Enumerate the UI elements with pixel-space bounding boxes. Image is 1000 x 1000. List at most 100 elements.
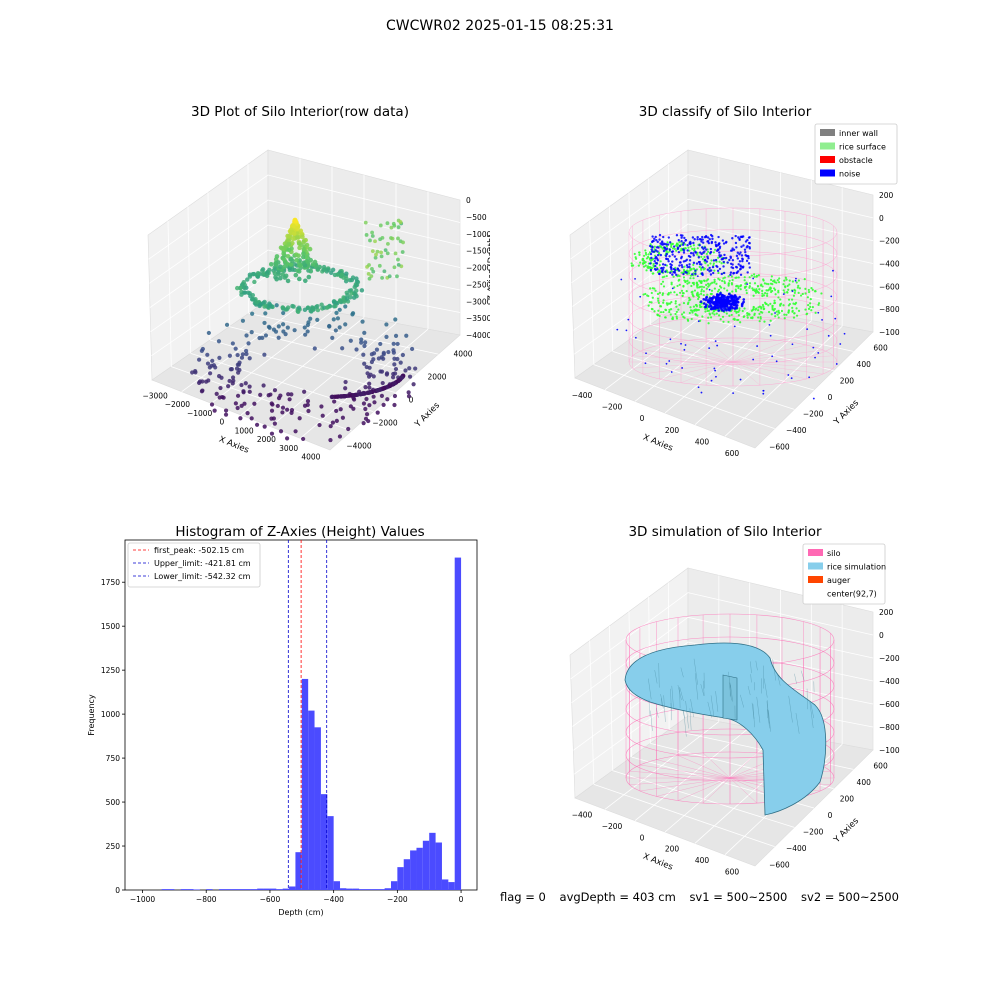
- plot1-point: [380, 275, 385, 280]
- plot2-noise-point: [708, 270, 711, 273]
- plot4-surface-mesh-line: [679, 687, 681, 708]
- plot1-point: [396, 225, 401, 230]
- plot2-rice-point: [737, 285, 740, 288]
- plot2-rice-point: [706, 293, 709, 296]
- plot2-noise-point: [654, 249, 658, 252]
- plot2-rice-point: [659, 260, 662, 263]
- plot2-rice-point: [702, 293, 705, 297]
- plot2-silo-spoke: [732, 361, 786, 383]
- plot2-rice-point: [690, 317, 693, 321]
- plot2-rice-point: [720, 262, 723, 265]
- plot3-bar: [429, 832, 436, 890]
- plot2-noise-point: [685, 264, 689, 267]
- plot1-3d-scatter: −3000−2000−100001000200030004000−4000−20…: [142, 149, 490, 462]
- plot2-noise-point: [814, 356, 816, 359]
- plot2-rice-point: [692, 283, 696, 286]
- plot2-rice-point: [739, 288, 742, 291]
- plot2-rice-point: [759, 310, 763, 314]
- plot2-noise-point: [707, 241, 711, 245]
- plot3-y-tick-label: 1500: [101, 622, 120, 631]
- plot2-noise-point: [714, 340, 717, 343]
- plot2-rice-point: [792, 302, 795, 305]
- plot2-noise-point: [732, 248, 736, 251]
- plot4-surface-mesh-line: [680, 667, 684, 678]
- plot1-point: [361, 420, 366, 426]
- plot2-rice-point: [674, 302, 677, 305]
- plot3-bar: [378, 889, 385, 890]
- plot2-noise-point: [680, 240, 683, 243]
- plot1-point: [331, 317, 336, 322]
- plot1-point: [286, 234, 292, 239]
- plot2-rice-point: [661, 292, 665, 295]
- plot1-point: [367, 365, 372, 370]
- plot2-noise-point: [716, 303, 719, 307]
- plot1-title: 3D Plot of Silo Interior(row data): [191, 104, 409, 120]
- plot2-rice-point: [748, 284, 751, 288]
- plot4-surface-mesh-line: [747, 686, 751, 696]
- plot1-point: [285, 407, 290, 412]
- plot2-silo-spoke: [705, 361, 734, 386]
- plot2-y-tick-label: 600: [873, 343, 888, 352]
- plot2-noise-point: [746, 271, 749, 274]
- plot2-rice-point: [657, 309, 660, 312]
- plot2-rice-point: [639, 261, 642, 264]
- plot2-noise-point: [639, 295, 642, 298]
- plot1-point: [375, 410, 380, 415]
- plot2-noise-point: [694, 250, 697, 254]
- plot2-rice-point: [797, 309, 801, 312]
- plot2-rice-point: [696, 247, 699, 250]
- plot1-point: [244, 333, 249, 338]
- plot2-rice-point: [783, 285, 787, 288]
- plot2-rice-point: [699, 285, 702, 289]
- plot1-x-tick-label: 2000: [257, 435, 276, 444]
- plot2-noise-point: [706, 240, 710, 243]
- plot2-rice-point: [779, 303, 782, 306]
- plot2-z-tick-label: −600: [879, 282, 900, 291]
- plot2-rice-point: [671, 316, 674, 319]
- plot1-point: [386, 349, 391, 355]
- plot1-point: [400, 250, 405, 254]
- plot1-point: [258, 302, 263, 307]
- plot1-point: [200, 379, 205, 384]
- plot2-rice-point: [653, 310, 656, 313]
- plot1-point: [269, 431, 275, 436]
- plot2-noise-point: [689, 242, 692, 245]
- plot1-point: [342, 393, 347, 399]
- plot1-point: [230, 381, 235, 386]
- plot4-silo-spoke: [729, 777, 758, 804]
- plot2-rice-point: [658, 291, 662, 294]
- plot2-rice-point: [728, 279, 731, 282]
- plot1-point: [260, 267, 266, 272]
- plot1-point: [354, 294, 359, 299]
- plot1-point: [281, 264, 287, 270]
- plot2-rice-point: [726, 289, 729, 292]
- plot2-noise-point: [718, 245, 722, 249]
- plot2-rice-point: [723, 276, 726, 279]
- plot3-bar: [231, 889, 239, 890]
- status-line: flag = 0 avgDepth = 403 cm sv1 = 500~250…: [500, 890, 920, 904]
- plot3-legend-label: Upper_limit: -421.81 cm: [154, 559, 251, 568]
- plot2-rice-point: [680, 289, 684, 292]
- plot2-noise-point: [625, 329, 628, 332]
- plot3-y-tick-label: 750: [106, 754, 121, 763]
- plot4-x-tick-label: 400: [695, 856, 710, 865]
- plot1-point: [364, 233, 369, 237]
- plot2-noise-point: [691, 273, 694, 276]
- plot2-rice-point: [734, 276, 737, 279]
- plot1-point: [398, 360, 403, 365]
- plot4-z-tick-label: −200: [879, 654, 900, 663]
- plot1-point: [263, 333, 269, 338]
- plot2-noise-point: [668, 248, 672, 251]
- plot1-point: [360, 319, 365, 324]
- plot2-noise-point: [723, 301, 727, 304]
- plot4-legend-swatch: [808, 549, 823, 556]
- plot2-rice-point: [668, 302, 672, 305]
- plot2-noise-point: [732, 295, 736, 298]
- plot2-legend-label: rice surface: [839, 143, 886, 152]
- plot4-silo-spoke: [729, 752, 758, 779]
- plot1-point: [328, 424, 333, 429]
- plot2-rice-point: [771, 304, 774, 308]
- plot2-rice-point: [711, 281, 714, 284]
- plot1-point: [391, 341, 396, 346]
- plot2-noise-point: [719, 299, 722, 302]
